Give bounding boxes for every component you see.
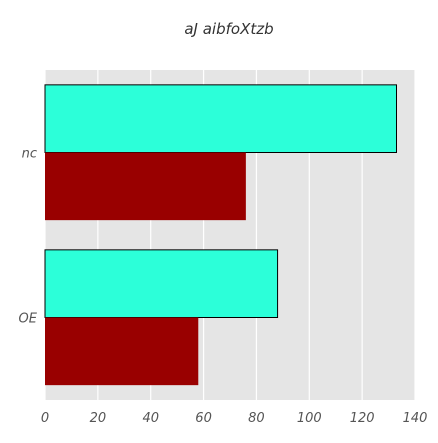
x-tick-label-6: 120 <box>350 411 375 426</box>
category-label-nc: nc <box>22 147 37 162</box>
bar-OE-series-0 <box>44 249 279 319</box>
chart-title: aJ aibfoXtzb <box>184 20 273 38</box>
x-tick-label-4: 80 <box>248 411 265 426</box>
bar-nc-series-1 <box>45 152 246 221</box>
category-label-OE: OE <box>19 312 38 327</box>
x-tick-label-2: 40 <box>142 411 159 426</box>
x-tick-label-5: 100 <box>297 411 322 426</box>
bar-OE-series-1 <box>45 317 199 386</box>
bars <box>44 84 397 386</box>
bar-nc-series-0 <box>44 84 397 153</box>
x-tick-label-1: 20 <box>90 411 107 426</box>
x-tick-label-7: 140 <box>403 411 428 426</box>
y-axis-labels: nc OE <box>19 147 38 327</box>
x-axis-ticks: 0 20 40 60 80 100 120 140 <box>41 411 428 426</box>
x-tick-label-3: 60 <box>195 411 212 426</box>
x-tick-label-0: 0 <box>41 411 49 426</box>
